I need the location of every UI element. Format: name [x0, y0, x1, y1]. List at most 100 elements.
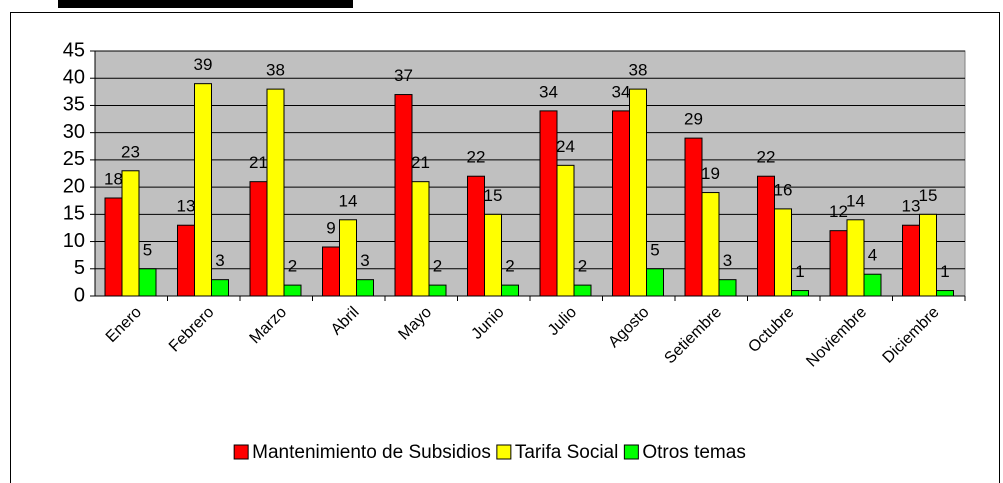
bar [757, 175, 775, 297]
y-tick-label: 35 [63, 94, 85, 116]
data-label: 15 [919, 186, 938, 205]
data-label: 2 [505, 257, 514, 276]
legend-swatch [233, 444, 249, 460]
header-bar [58, 0, 353, 8]
data-label: 29 [684, 110, 703, 129]
bar [646, 268, 664, 297]
data-label: 34 [539, 82, 558, 101]
bar [322, 246, 340, 297]
x-tick-label: Agosto [605, 304, 652, 351]
y-tick-label: 5 [74, 257, 85, 279]
y-tick-label: 25 [63, 148, 85, 170]
data-label: 15 [484, 186, 503, 205]
bar [104, 197, 123, 297]
legend-swatch [623, 444, 639, 460]
data-label: 19 [701, 164, 720, 183]
bar [774, 208, 792, 297]
y-tick-label: 0 [74, 284, 85, 306]
bar [356, 279, 374, 297]
bar [791, 290, 809, 297]
bar [612, 110, 630, 297]
legend-label: Tarifa Social [515, 442, 619, 463]
x-tick-label: Junio [468, 304, 507, 343]
data-label: 12 [829, 202, 848, 221]
bar [394, 94, 413, 297]
x-tick-label: Setiembre [661, 304, 725, 368]
chart-border [10, 12, 1000, 483]
data-label: 38 [629, 61, 648, 80]
bar [428, 284, 447, 297]
bar [194, 83, 212, 297]
bar [501, 284, 519, 297]
bar [863, 273, 882, 297]
data-label: 23 [121, 142, 140, 161]
bar [684, 137, 703, 297]
data-label: 16 [774, 180, 793, 199]
x-tick-label: Abril [328, 304, 363, 339]
data-label: 13 [902, 197, 921, 216]
data-label: 5 [650, 240, 659, 259]
data-label: 2 [578, 257, 587, 276]
bar [919, 213, 937, 297]
bar [629, 88, 647, 297]
bar [266, 88, 285, 297]
bar [177, 224, 195, 297]
data-label: 21 [411, 153, 430, 172]
data-label: 2 [433, 257, 442, 276]
bar [936, 290, 954, 297]
data-label: 3 [215, 251, 224, 270]
bar [902, 224, 920, 297]
data-label: 13 [177, 197, 196, 216]
data-label: 1 [795, 262, 804, 281]
data-label: 24 [556, 137, 575, 156]
y-tick-label: 40 [63, 67, 85, 89]
bar [411, 181, 430, 297]
bar [539, 110, 558, 297]
data-label: 39 [194, 55, 213, 74]
data-label: 5 [143, 240, 152, 259]
x-tick-label: Julio [545, 304, 580, 339]
y-tick-label: 20 [63, 175, 85, 197]
bar [573, 284, 592, 297]
y-tick-label: 45 [63, 39, 85, 61]
data-label: 2 [288, 257, 297, 276]
bar [556, 164, 575, 297]
data-label: 3 [360, 251, 369, 270]
bar [718, 279, 737, 297]
data-label: 22 [757, 148, 776, 167]
x-tick-label: Marzo [247, 304, 291, 348]
data-label: 14 [846, 191, 865, 210]
y-tick-label: 30 [63, 121, 85, 143]
bar [121, 170, 140, 297]
bar [283, 284, 302, 297]
data-label: 4 [868, 246, 877, 265]
bar [339, 219, 357, 297]
data-label: 1 [940, 262, 949, 281]
data-label: 21 [249, 153, 268, 172]
legend-swatch [496, 444, 512, 460]
x-tick-label: Enero [103, 304, 145, 346]
data-label: 3 [723, 251, 732, 270]
bar [484, 213, 502, 297]
data-label: 18 [104, 169, 123, 188]
data-label: 37 [394, 66, 413, 85]
x-tick-label: Diciembre [880, 304, 943, 367]
data-label: 14 [339, 191, 358, 210]
x-tick-label: Octubre [745, 304, 797, 356]
x-tick-label: Mayo [395, 304, 435, 344]
legend-label: Mantenimiento de Subsidios [252, 442, 491, 463]
y-tick-label: 15 [63, 203, 85, 225]
bar [701, 192, 720, 297]
bar [846, 219, 865, 297]
bar [467, 175, 485, 297]
bar [829, 230, 848, 297]
x-tick-label: Febrero [166, 304, 218, 356]
bar [211, 279, 229, 297]
data-label: 9 [326, 218, 335, 237]
bar [138, 268, 157, 297]
legend-label: Otros temas [642, 442, 745, 463]
data-label: 34 [612, 82, 631, 101]
y-tick-label: 10 [63, 230, 85, 252]
